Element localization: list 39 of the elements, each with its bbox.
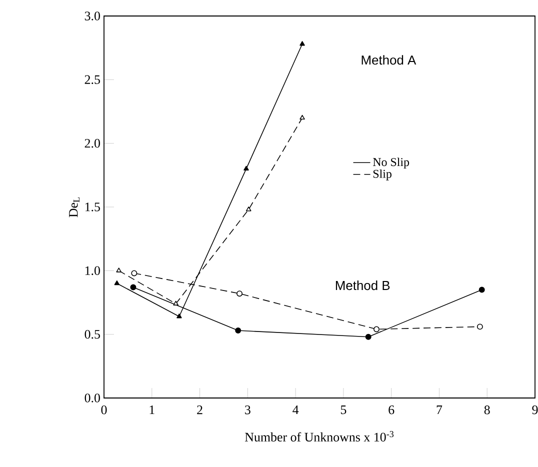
point (131, 270, 138, 276)
x-tick-label: 4 (292, 406, 299, 414)
x-tick-label: 5 (340, 406, 346, 414)
point (476, 324, 483, 330)
y-axis-title: De$_{L}$ (69, 197, 80, 218)
point (300, 41, 305, 46)
point (374, 326, 380, 332)
point (236, 290, 243, 297)
point (244, 166, 249, 170)
annotation: Method B (336, 280, 390, 290)
y-tick-label: 0.0 (84, 394, 100, 402)
point (300, 114, 305, 120)
point (116, 268, 122, 272)
x-axis-title: Number of Unknowns x 10$^{-3}$ (244, 431, 394, 442)
x-tick-label: 3 (245, 406, 250, 414)
x-tick-label: 1 (150, 406, 154, 414)
y-tick-label: 2.0 (84, 138, 100, 148)
x-tick-label: 6 (388, 406, 394, 414)
x-tick-label: 8 (484, 406, 490, 414)
legend-label: No Slip (373, 158, 410, 169)
point (235, 328, 242, 334)
point (114, 280, 120, 286)
x-tick-label: 9 (532, 406, 538, 414)
point (130, 284, 136, 290)
annotation: Method A (362, 55, 416, 65)
y-tick-label: 2.5 (84, 75, 100, 84)
y-tick-label: 3.0 (84, 12, 100, 20)
y-tick-label: 1.5 (85, 202, 100, 212)
point (365, 334, 372, 340)
point (478, 286, 485, 293)
x-tick-label: 7 (436, 406, 442, 414)
y-tick-label: 1.0 (85, 266, 100, 276)
legend-label: Slip (373, 169, 392, 180)
y-tick-label: 0.5 (84, 330, 100, 339)
point (246, 206, 252, 212)
x-tick-label: 2 (197, 406, 202, 414)
point (173, 300, 178, 306)
point (176, 314, 182, 318)
x-tick-label: 0 (101, 406, 107, 414)
